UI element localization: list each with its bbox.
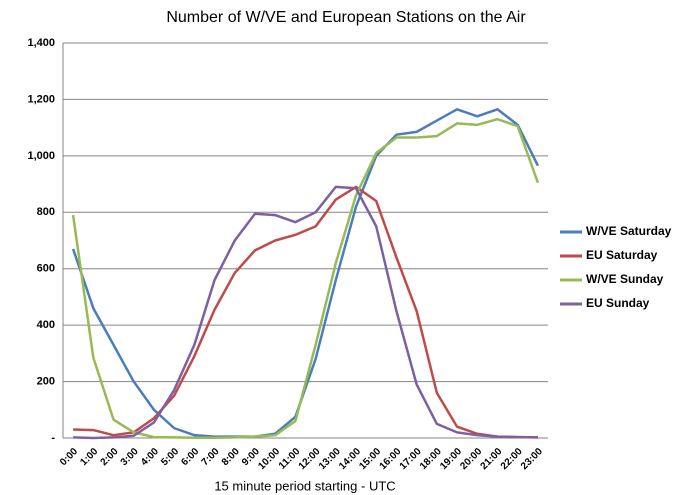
x-tick-label: 6:00 (179, 446, 201, 468)
x-tick-label: 2:00 (99, 446, 121, 468)
line-series (71, 117, 540, 439)
legend-label: W/VE Sunday (586, 272, 664, 286)
y-tick-label: - (51, 432, 55, 444)
legend-label: W/VE Saturday (586, 224, 672, 238)
x-tick-label: 7:00 (200, 446, 222, 468)
legend-label: EU Saturday (586, 248, 658, 262)
x-tick-label: 12:00 (297, 446, 323, 472)
legend-label: EU Sunday (586, 296, 650, 310)
x-tick-label: 14:00 (337, 446, 363, 472)
x-tick-label: 19:00 (438, 446, 464, 472)
line-series (73, 185, 538, 440)
x-tick-label: 5:00 (159, 446, 181, 468)
y-tick-label: 600 (37, 263, 55, 275)
x-tick-label: 10:00 (256, 446, 282, 472)
x-axis-label: 15 minute period starting - UTC (214, 478, 395, 493)
x-tick-label: 11:00 (277, 446, 303, 472)
chart-title: Number of W/VE and European Stations on … (166, 9, 526, 26)
y-tick-label: 1,000 (27, 150, 55, 162)
x-tick-label: 1:00 (78, 446, 100, 468)
x-tick-label: 23:00 (519, 446, 545, 472)
line-series (73, 185, 538, 439)
x-tick-label: 16:00 (378, 446, 404, 472)
y-tick-label: 1,200 (27, 93, 55, 105)
x-tick-label: 13:00 (317, 446, 343, 472)
x-tick-label: 18:00 (418, 446, 444, 472)
y-tick-label: 1,400 (27, 37, 55, 49)
x-tick-label: 17:00 (398, 446, 424, 472)
x-tick-label: 3:00 (119, 446, 141, 468)
x-tick-label: 22:00 (499, 446, 525, 472)
x-tick-label: 21:00 (479, 446, 505, 472)
x-tick-label: 8:00 (220, 446, 242, 468)
x-tick-label: 20:00 (458, 446, 484, 472)
line-series (71, 108, 540, 438)
x-tick-label: 15:00 (357, 446, 383, 472)
x-tick-label: 4:00 (139, 446, 161, 468)
y-tick-label: 400 (37, 319, 55, 331)
y-tick-label: 800 (37, 206, 55, 218)
y-tick-label: 200 (37, 375, 55, 387)
x-tick-label: 0:00 (58, 446, 80, 468)
